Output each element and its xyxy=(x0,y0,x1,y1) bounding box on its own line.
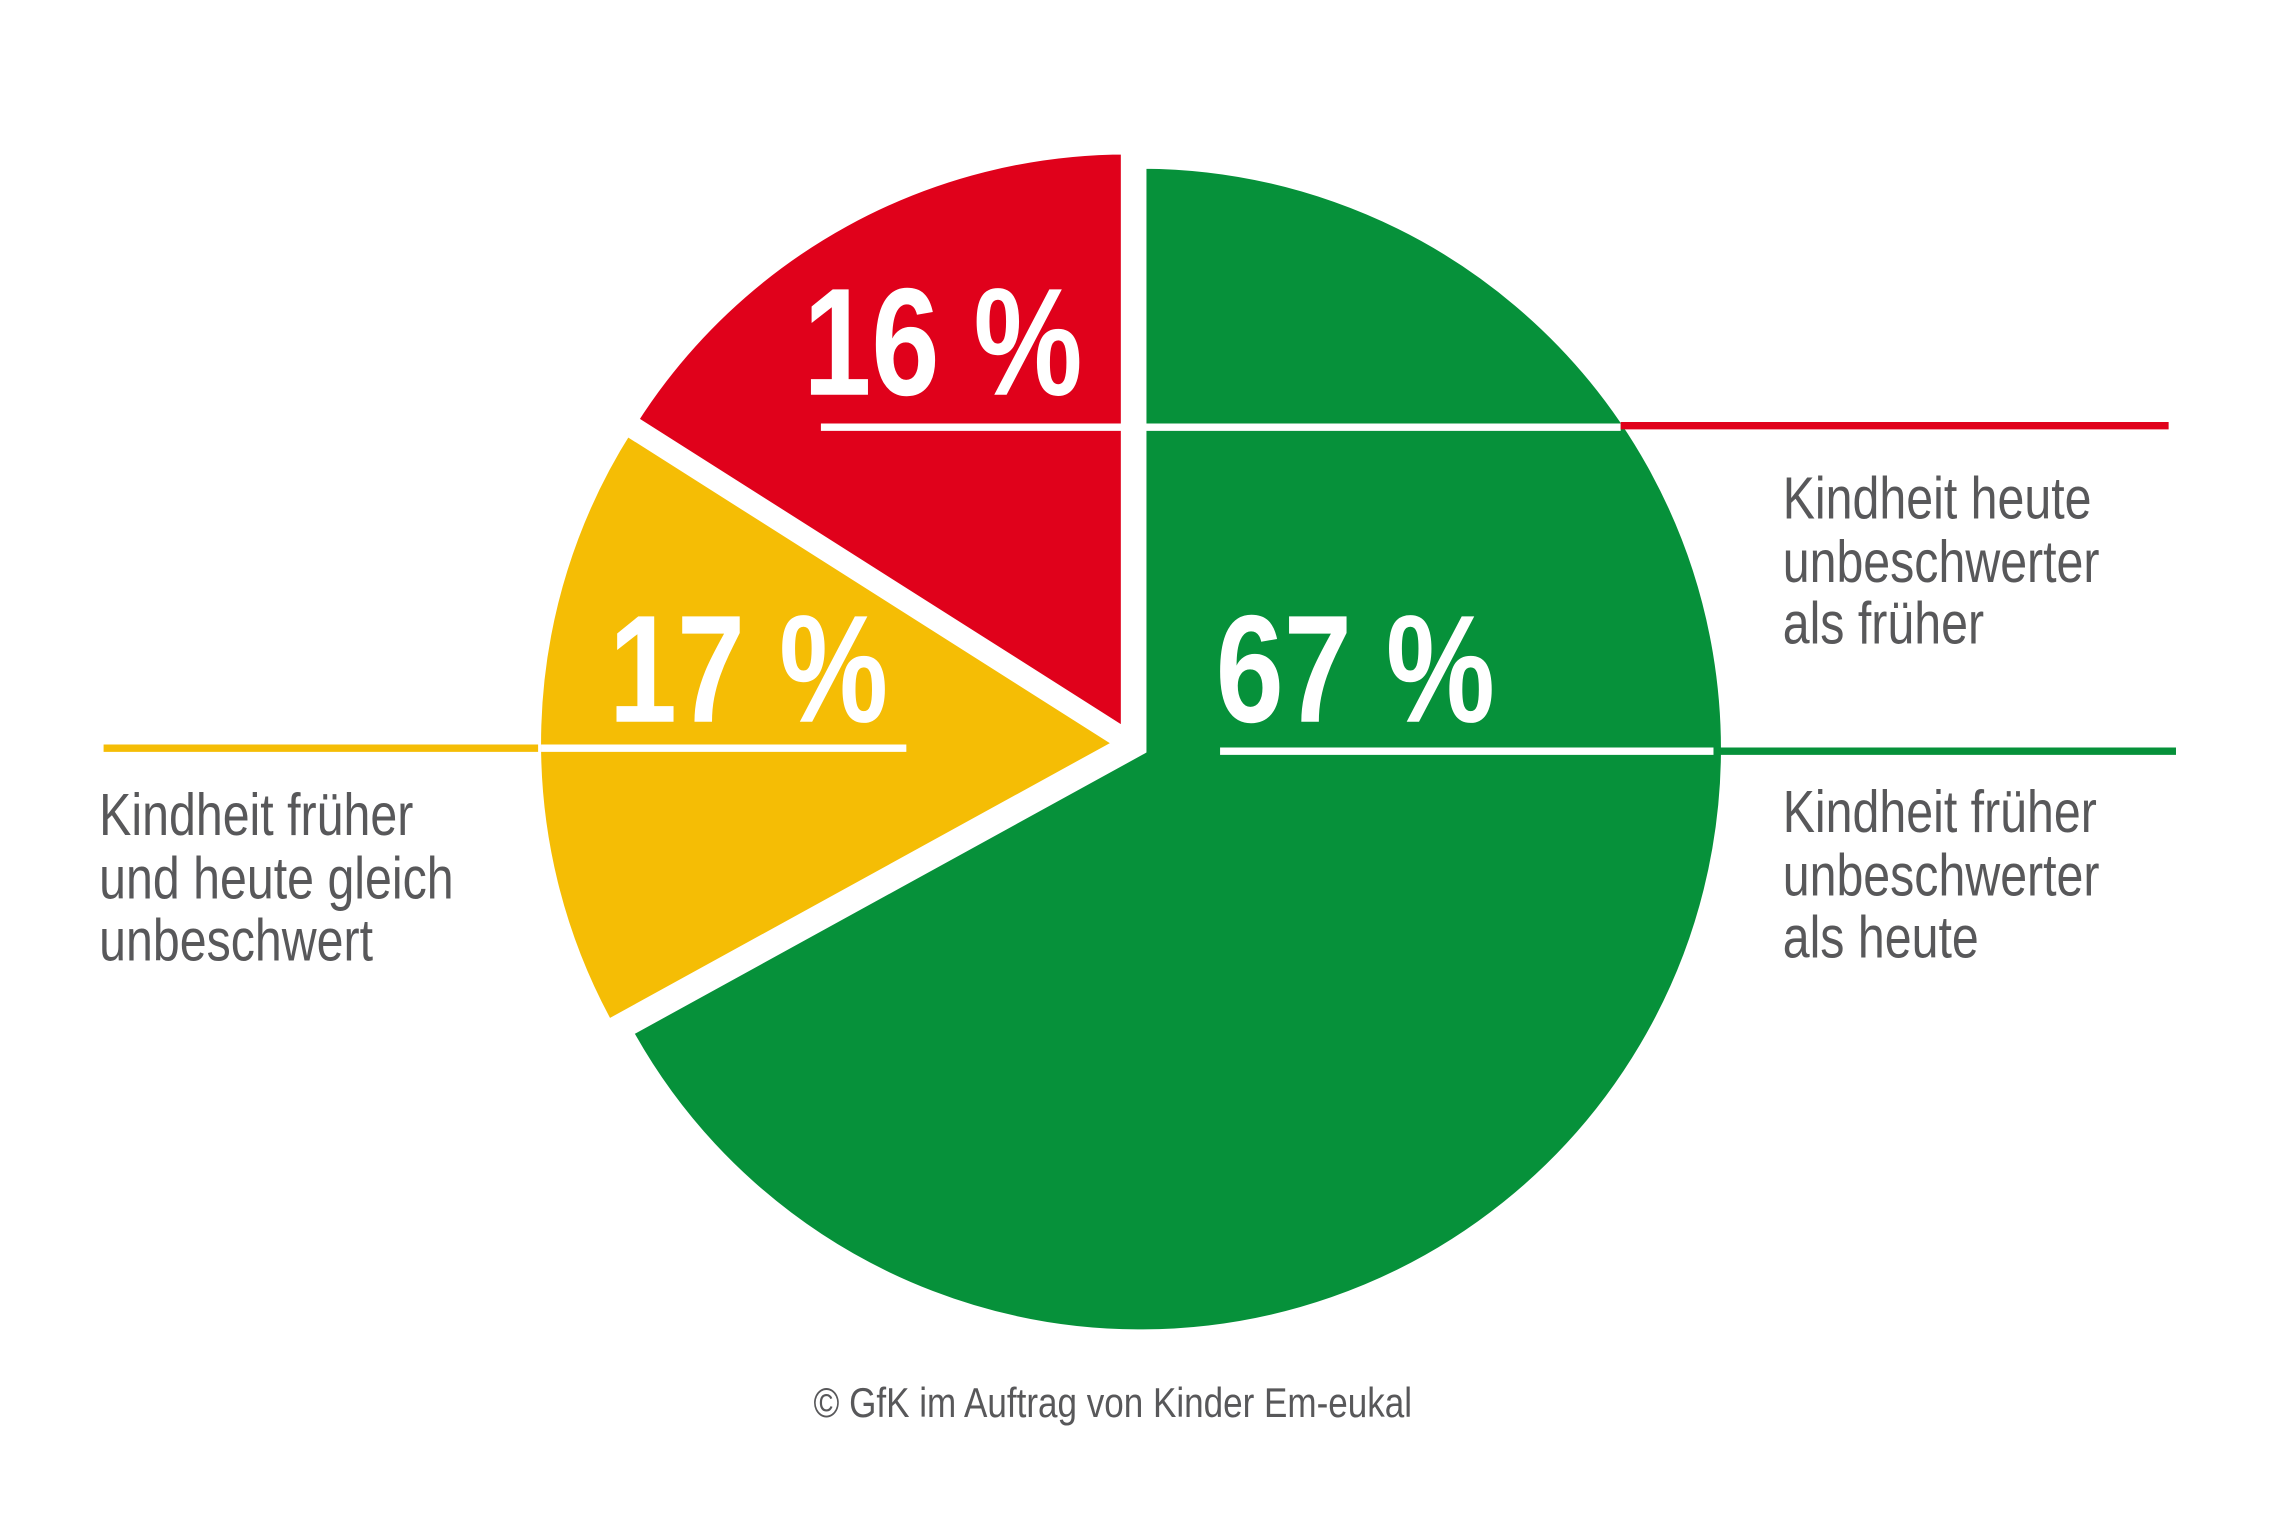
source-note: © GfK im Auftrag von Kinder Em-eukal xyxy=(814,1380,1413,1426)
legend-line: Kindheit früher xyxy=(99,783,413,849)
legend-line: Kindheit heute xyxy=(1783,466,2092,532)
legend-line: als heute xyxy=(1783,905,1979,971)
pie-slice-2 xyxy=(623,142,1133,746)
legend-line: Kindheit früher xyxy=(1783,780,2097,846)
legend-line: als früher xyxy=(1783,591,1984,657)
data-label-red: 16 % xyxy=(803,257,1082,428)
pie-slices xyxy=(529,142,1733,1342)
pie-slice-0 xyxy=(618,156,1733,1342)
data-label-yellow: 17 % xyxy=(609,584,888,755)
legend-line: und heute gleich xyxy=(99,846,453,912)
data-label-green: 67 % xyxy=(1216,584,1495,755)
legend-line: unbeschwert xyxy=(99,908,373,974)
legend-line: unbeschwerter xyxy=(1783,843,2100,909)
pie-slice-1 xyxy=(529,421,1133,1034)
legend-label-red: Kindheit heute unbeschwerter als früher xyxy=(1783,466,2100,657)
legend-label-yellow: Kindheit früher und heute gleich unbesch… xyxy=(99,783,453,974)
legend-label-green: Kindheit früher unbeschwerter als heute xyxy=(1783,780,2100,971)
legend-line: unbeschwerter xyxy=(1783,529,2100,595)
